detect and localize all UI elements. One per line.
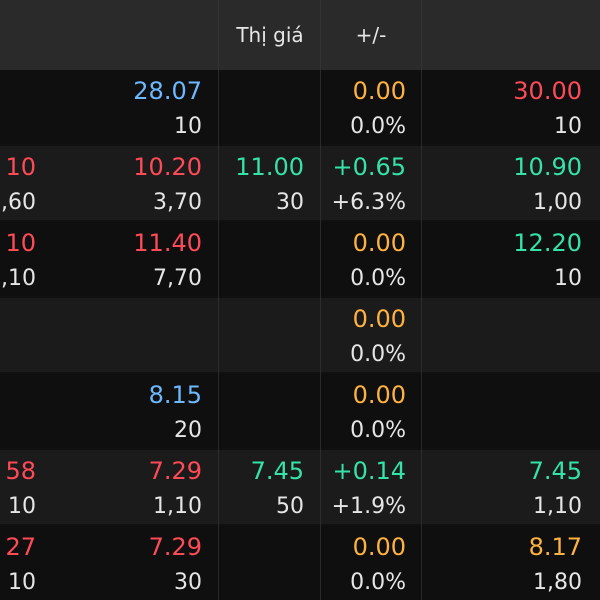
change-value: 0.00 [352,229,406,257]
match-volume: 30 [276,190,304,215]
match-price: 11.00 [235,153,304,181]
bid-volume: 10 [174,114,202,139]
column-divider [421,0,422,600]
ask-price: 7.45 [528,457,582,485]
bid-price: 11.40 [133,229,202,257]
change-value: +0.14 [332,457,406,485]
table-row[interactable]: 27 10 7.29 30 0.00 0.0% 8.17 1,80 [0,526,600,600]
left-volume: ,10 [1,266,36,291]
bid-price: 10.20 [133,153,202,181]
ask-price: 30.00 [513,77,582,105]
ask-volume: 10 [554,114,582,139]
column-divider [218,0,219,600]
change-percent: +6.3% [331,190,406,215]
change-value: +0.65 [332,153,406,181]
left-volume: 10 [8,494,36,519]
match-volume: 50 [276,494,304,519]
bid-price: 7.29 [148,533,202,561]
column-divider [320,0,321,600]
ask-price: 12.20 [513,229,582,257]
change-value: 0.00 [352,381,406,409]
bid-volume: 20 [174,418,202,443]
header-change[interactable]: +/- [355,23,387,47]
bid-volume: 1,10 [153,494,202,519]
ask-price: 10.90 [513,153,582,181]
ask-volume: 1,10 [533,494,582,519]
ask-volume: 1,80 [533,570,582,595]
change-percent: 0.0% [350,342,406,367]
left-price: 27 [5,533,36,561]
left-price: 58 [5,457,36,485]
bid-volume: 3,70 [153,190,202,215]
change-percent: 0.0% [350,266,406,291]
bid-price: 7.29 [148,457,202,485]
change-value: 0.00 [352,305,406,333]
left-price: 10 [5,153,36,181]
table-row[interactable]: 58 10 7.29 1,10 7.45 50 +0.14 +1.9% 7.45… [0,450,600,524]
bid-price: 28.07 [133,77,202,105]
change-value: 0.00 [352,77,406,105]
ask-price: 8.17 [528,533,582,561]
header-price[interactable]: Thị giá [236,23,304,47]
ask-volume: 1,00 [533,190,582,215]
change-value: 0.00 [352,533,406,561]
bid-volume: 7,70 [153,266,202,291]
change-percent: 0.0% [350,418,406,443]
left-volume: ,60 [1,190,36,215]
change-percent: 0.0% [350,114,406,139]
bid-price: 8.15 [148,381,202,409]
table-row[interactable]: 28.07 10 0.00 0.0% 30.00 10 [0,70,600,144]
change-percent: +1.9% [331,494,406,519]
table-header: Thị giá +/- [0,0,600,70]
bid-volume: 30 [174,570,202,595]
left-volume: 10 [8,570,36,595]
table-row[interactable]: 0.00 0.0% [0,298,600,372]
ask-volume: 10 [554,266,582,291]
table-row[interactable]: 8.15 20 0.00 0.0% [0,374,600,448]
change-percent: 0.0% [350,570,406,595]
left-price: 10 [5,229,36,257]
table-row[interactable]: 10 ,60 10.20 3,70 11.00 30 +0.65 +6.3% 1… [0,146,600,220]
table-row[interactable]: 10 ,10 11.40 7,70 0.00 0.0% 12.20 10 [0,222,600,296]
match-price: 7.45 [250,457,304,485]
